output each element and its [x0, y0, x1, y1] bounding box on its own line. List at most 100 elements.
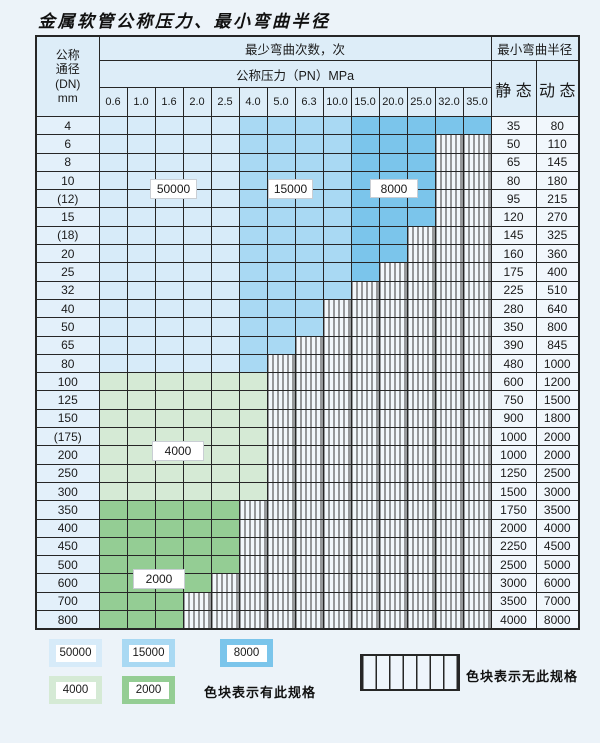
spec-cell-available: [154, 390, 184, 410]
pressure-column-header: 4.0: [238, 87, 268, 117]
spec-cell-available: [154, 372, 184, 392]
spec-cell-available: [182, 280, 212, 300]
spec-cell-unavailable: [322, 390, 352, 410]
dn-cell: 65: [35, 335, 100, 355]
static-value-cell: 175: [490, 262, 537, 282]
spec-cell-available: [154, 500, 184, 520]
spec-cell-unavailable: [210, 610, 240, 630]
dn-cell: (18): [35, 225, 100, 246]
spec-cell-unavailable: [462, 134, 492, 154]
spec-cell-unavailable: [462, 372, 492, 392]
spec-cell-available: [98, 408, 128, 429]
spec-cell-unavailable: [462, 408, 492, 429]
spec-cell-unavailable: [462, 481, 492, 502]
spec-cell-available: [154, 115, 184, 136]
spec-cell-available: [210, 463, 240, 483]
table-row: 150 900 1800: [35, 408, 580, 429]
spec-cell-unavailable: [462, 591, 492, 612]
spec-cell-unavailable: [350, 573, 380, 593]
cycle-count-label: 8000: [370, 179, 418, 198]
spec-cell-unavailable: [434, 244, 464, 264]
table-row: 600 3000 6000: [35, 573, 580, 593]
dynamic-value-cell: 1000: [535, 353, 580, 374]
spec-cell-available: [238, 225, 268, 246]
spec-cell-unavailable: [322, 481, 352, 502]
legend-swatch-15000: 15000: [122, 639, 175, 667]
spec-cell-available: [350, 244, 380, 264]
static-value-cell: 225: [490, 280, 537, 300]
dynamic-value-cell: 270: [535, 207, 580, 227]
dynamic-value-cell: 8000: [535, 610, 580, 630]
spec-cell-available: [182, 500, 212, 520]
spec-cell-unavailable: [434, 134, 464, 154]
spec-cell-available: [98, 335, 128, 355]
static-value-cell: 1250: [490, 463, 537, 483]
spec-cell-unavailable: [238, 555, 268, 575]
spec-cell-available: [294, 207, 324, 227]
spec-cell-unavailable: [462, 518, 492, 538]
spec-cell-available: [98, 555, 128, 575]
spec-cell-available: [154, 298, 184, 319]
dn-cell: 600: [35, 573, 100, 593]
spec-cell-unavailable: [378, 317, 408, 337]
spec-cell-unavailable: [294, 591, 324, 612]
static-value-cell: 160: [490, 244, 537, 264]
spec-cell-available: [98, 427, 128, 447]
spec-cell-unavailable: [238, 518, 268, 538]
static-value-cell: 390: [490, 335, 537, 355]
spec-cell-unavailable: [266, 390, 296, 410]
pressure-column-header: 25.0: [406, 87, 436, 117]
dynamic-value-cell: 325: [535, 225, 580, 246]
spec-cell-available: [406, 207, 436, 227]
cycle-count-label: 15000: [268, 179, 313, 199]
spec-cell-available: [98, 317, 128, 337]
legend-swatch-8000: 8000: [220, 639, 273, 667]
spec-cell-available: [126, 152, 156, 172]
spec-cell-available: [294, 244, 324, 264]
spec-cell-available: [98, 225, 128, 246]
spec-cell-available: [406, 134, 436, 154]
spec-cell-available: [266, 317, 296, 337]
static-value-cell: 1750: [490, 500, 537, 520]
spec-cell-unavailable: [378, 463, 408, 483]
table-row: 4 35 80: [35, 115, 580, 136]
dn-cell: 4: [35, 115, 100, 136]
spec-cell-available: [406, 152, 436, 172]
spec-cell-available: [98, 390, 128, 410]
static-value-cell: 3000: [490, 573, 537, 593]
spec-cell-available: [98, 115, 128, 136]
spec-cell-unavailable: [462, 317, 492, 337]
spec-cell-available: [238, 463, 268, 483]
spec-cell-available: [322, 115, 352, 136]
legend-swatch-2000: 2000: [122, 676, 175, 704]
spec-cell-available: [238, 372, 268, 392]
dn-cell: 20: [35, 244, 100, 264]
spec-cell-available: [266, 207, 296, 227]
table-row: 200 1000 2000: [35, 445, 580, 465]
spec-cell-available: [238, 152, 268, 172]
spec-cell-available: [154, 317, 184, 337]
spec-cell-available: [98, 372, 128, 392]
pressure-column-header: 2.5: [210, 87, 240, 117]
spec-cell-available: [434, 115, 464, 136]
spec-cell-available: [210, 225, 240, 246]
spec-cell-available: [154, 152, 184, 172]
table-row: 8 65 145: [35, 152, 580, 172]
spec-cell-available: [266, 225, 296, 246]
spec-cell-available: [238, 298, 268, 319]
spec-cell-available: [98, 463, 128, 483]
pressure-column-header: 1.6: [154, 87, 184, 117]
static-value-cell: 750: [490, 390, 537, 410]
spec-cell-available: [98, 445, 128, 465]
spec-cell-unavailable: [294, 372, 324, 392]
dynamic-value-cell: 640: [535, 298, 580, 319]
spec-cell-unavailable: [434, 518, 464, 538]
spec-cell-available: [238, 317, 268, 337]
spec-cell-available: [98, 262, 128, 282]
spec-cell-available: [98, 280, 128, 300]
spec-cell-unavailable: [350, 298, 380, 319]
spec-cell-unavailable: [378, 591, 408, 612]
pressure-column-header: 1.0: [126, 87, 156, 117]
spec-cell-unavailable: [294, 353, 324, 374]
spec-cell-unavailable: [378, 573, 408, 593]
